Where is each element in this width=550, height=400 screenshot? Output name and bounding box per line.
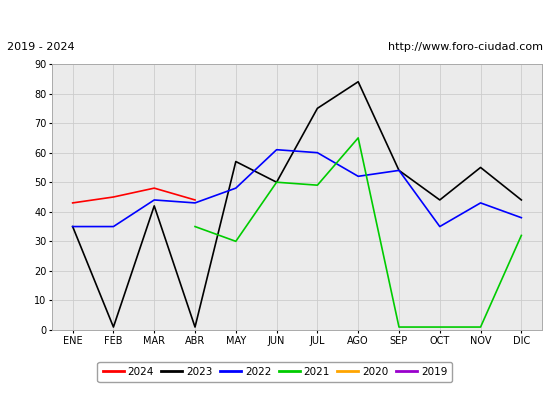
- Text: http://www.foro-ciudad.com: http://www.foro-ciudad.com: [388, 42, 543, 52]
- Text: Evolucion Nº Turistas Extranjeros en el municipio de Trasobares: Evolucion Nº Turistas Extranjeros en el …: [63, 10, 487, 24]
- Legend: 2024, 2023, 2022, 2021, 2020, 2019: 2024, 2023, 2022, 2021, 2020, 2019: [97, 362, 453, 382]
- Text: 2019 - 2024: 2019 - 2024: [7, 42, 74, 52]
